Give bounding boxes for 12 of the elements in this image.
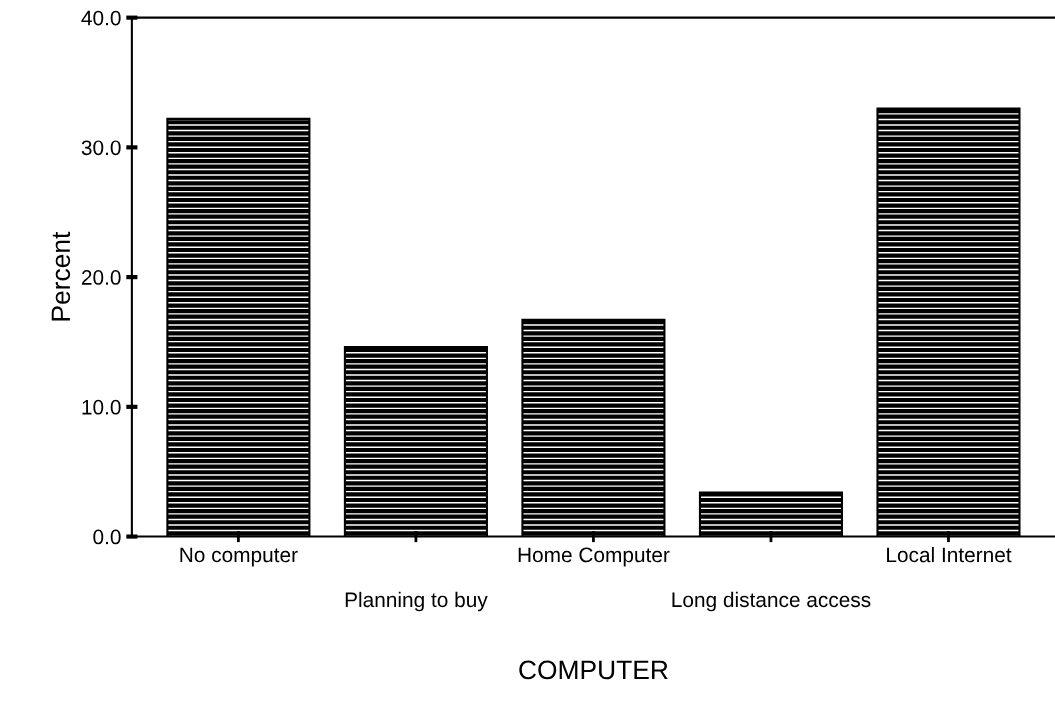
x-tick-label: Planning to buy: [345, 591, 488, 612]
x-tick-label: Home Computer: [518, 547, 670, 567]
x-axis-title: COMPUTER: [519, 660, 668, 680]
y-tick-label: 40.0: [81, 10, 121, 26]
y-tick-label: 20.0: [81, 270, 121, 285]
y-tick-label: 0.0: [93, 529, 121, 545]
x-tick-label: Local Internet: [887, 546, 1012, 563]
y-tick-label: 10.0: [82, 399, 121, 415]
x-tick-label: No computer: [180, 547, 298, 567]
y-axis-title: Percent: [51, 231, 71, 321]
y-tick-label: 30.0: [81, 140, 121, 156]
x-tick-label: Long distance access: [672, 591, 871, 612]
